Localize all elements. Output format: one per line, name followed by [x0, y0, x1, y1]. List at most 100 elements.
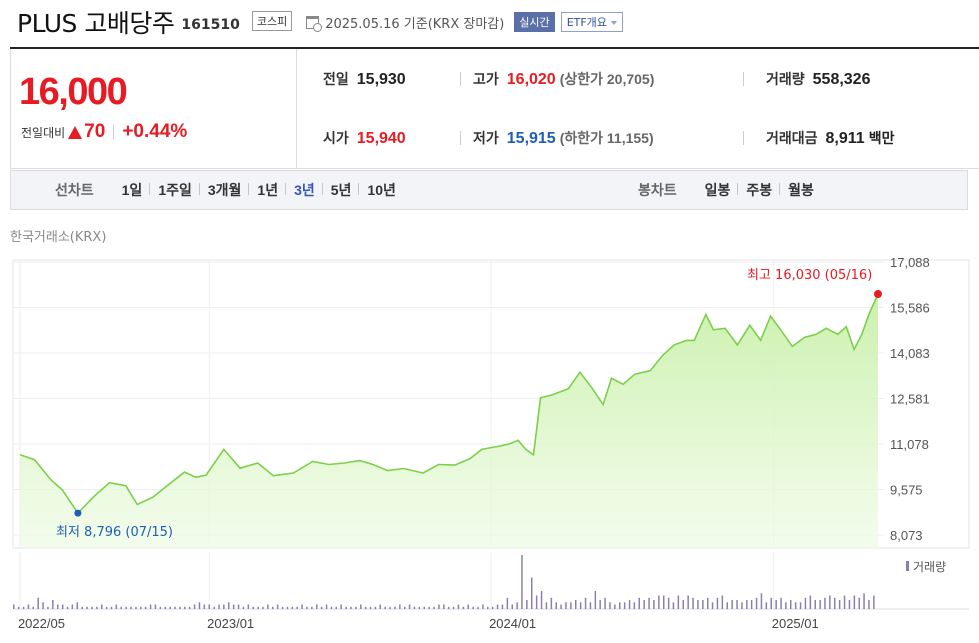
volume-bar [726, 602, 728, 610]
volume-bar [638, 597, 640, 610]
volume-bar [213, 606, 215, 610]
volume-bar [360, 604, 362, 609]
volume-bar [697, 600, 699, 609]
volume-legend-label: 거래량 [913, 560, 946, 574]
volume-bar [604, 597, 606, 610]
volume-bar [340, 604, 342, 609]
volume-bar [52, 600, 54, 609]
volume-bar [286, 606, 289, 610]
volume-bar [853, 595, 856, 609]
quote-info: 전일 15,930 고가 16,020 (상한가 20,705) 거래량 558… [297, 49, 979, 169]
volume-bar [237, 604, 240, 609]
volume-bar [208, 604, 210, 609]
volume-bar [17, 606, 20, 610]
volume-bar [105, 606, 108, 610]
upper-limit: (상한가 20,705) [559, 71, 655, 87]
volume-bar [609, 602, 611, 610]
volume-bar [325, 604, 328, 609]
volume-bar [535, 595, 538, 609]
volume-bar [682, 600, 684, 609]
volume-bar [91, 606, 93, 610]
y-tick-label: 9,575 [890, 483, 923, 498]
volume-bar [281, 606, 284, 610]
volume-bar [496, 604, 499, 609]
volume-bar [316, 604, 318, 609]
volume-bar [413, 606, 416, 610]
y-tick-label: 14,083 [890, 346, 930, 361]
volume-bar [780, 597, 782, 610]
volume-bar [809, 595, 812, 609]
period-10y[interactable]: 10년 [358, 180, 403, 200]
volume-bar [658, 595, 660, 609]
volume-bar [653, 600, 655, 609]
volume-bar [115, 604, 118, 609]
candle-weekly[interactable]: 주봉 [737, 180, 780, 200]
market-label: 한국거래소(KRX) [10, 230, 107, 245]
volume-bar [384, 606, 386, 610]
low-cell: 저가 15,915 (하한가 11,155) [473, 128, 654, 148]
period-1w[interactable]: 1주일 [149, 180, 200, 200]
volume-bar [814, 600, 816, 609]
volume-bar [599, 600, 601, 609]
volume-bar [716, 597, 719, 610]
volume-bar [663, 595, 665, 609]
period-1d[interactable]: 1일 [121, 182, 143, 198]
volume-bar [555, 602, 557, 610]
volume-bar [560, 604, 562, 609]
min-marker [74, 509, 82, 517]
prev-close-cell: 전일 15,930 [323, 69, 406, 89]
volume-bar [135, 606, 137, 610]
volume-bar [648, 597, 650, 610]
volume-bar [169, 606, 171, 610]
volume-bar [672, 602, 675, 610]
volume-bar [252, 606, 254, 610]
volume-bar [594, 591, 597, 609]
volume-bar [868, 600, 870, 609]
volume-bar [824, 597, 826, 610]
min-label: 최저 8,796 (07/15) [56, 525, 173, 540]
volume-bar [755, 597, 758, 610]
live-badge[interactable]: 실시간 [514, 12, 555, 32]
period-1y[interactable]: 1년 [248, 180, 286, 200]
high-label: 고가 [473, 71, 499, 87]
volume-bar [418, 606, 421, 610]
x-tick-label: 2023/01 [207, 616, 254, 631]
volume-bar [47, 606, 49, 610]
volume-bar [164, 606, 166, 610]
max-label: 최고 16,030 (05/16) [747, 268, 872, 283]
volume-bar [399, 604, 401, 609]
candle-monthly[interactable]: 월봉 [779, 180, 822, 200]
volume-bar [491, 606, 494, 610]
volume-bar [369, 606, 372, 610]
volume-bar [125, 606, 127, 610]
line-chart-label: 선차트 [55, 182, 94, 198]
x-tick-label: 2025/01 [772, 616, 819, 631]
high-value: 16,020 [506, 71, 556, 88]
etf-overview-button[interactable]: ETF개요 [560, 12, 623, 32]
volume-bar [27, 604, 30, 609]
turnover-value: 8,911 [825, 130, 865, 147]
period-3m[interactable]: 3개월 [198, 180, 250, 200]
volume-bar [584, 597, 587, 610]
volume-bar [130, 606, 132, 610]
volume-bar [506, 597, 509, 610]
volume-bar [257, 606, 259, 610]
period-5y[interactable]: 5년 [321, 180, 360, 200]
stock-code: 161510 [181, 17, 240, 33]
candle-chart-periods: 봉차트 일봉 주봉 월봉 [638, 171, 822, 209]
divider [743, 72, 744, 86]
x-tick-label: 2024/01 [489, 616, 536, 631]
divider [743, 131, 744, 145]
price-chart[interactable]: 17,088 15,586 14,083 12,581 11,078 9,575 8,073… [0, 250, 979, 643]
volume-bar [71, 604, 74, 609]
divider [113, 125, 115, 139]
volume-bar [482, 604, 484, 609]
divider [460, 72, 461, 86]
volume-bar [262, 606, 264, 610]
volume-bar [462, 606, 465, 610]
volume-bar [228, 602, 230, 610]
volume-bar [159, 606, 162, 610]
candle-daily[interactable]: 일봉 [704, 182, 731, 198]
period-3y[interactable]: 3년 [285, 180, 323, 200]
volume-bar [364, 606, 367, 610]
